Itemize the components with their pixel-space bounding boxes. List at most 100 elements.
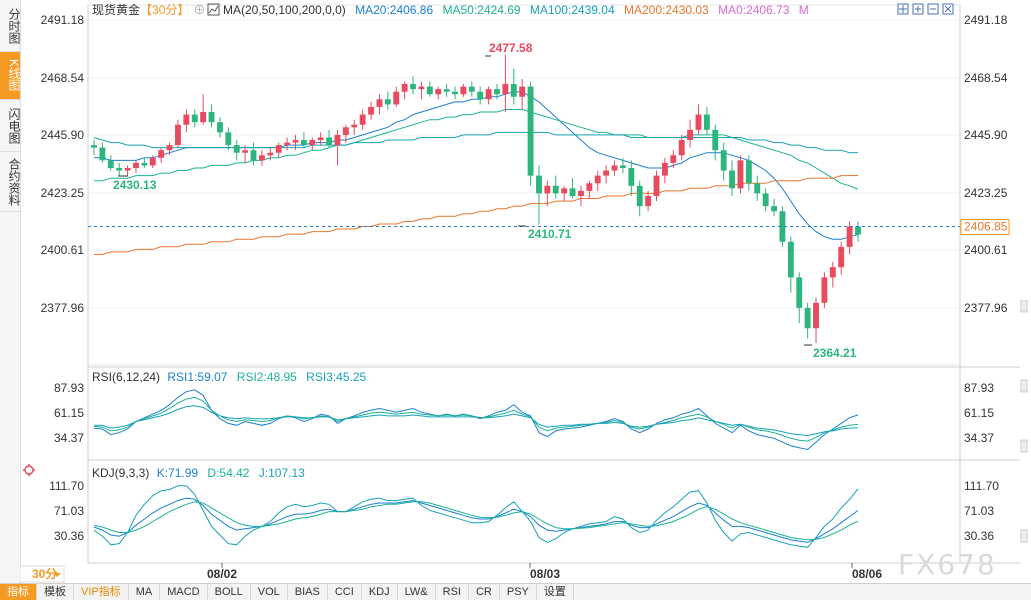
- candle-body: [376, 99, 383, 107]
- ma-legend-icon-line: [208, 5, 219, 14]
- candle-body: [494, 89, 500, 95]
- tab-lightning-chart[interactable]: 闪电图: [0, 100, 21, 152]
- side-scroll-icons: [1020, 300, 1028, 543]
- candle-body: [519, 86, 526, 97]
- candle-body: [628, 167, 635, 186]
- candle-body: [619, 165, 626, 168]
- candle-body: [787, 241, 794, 278]
- candle-body: [141, 162, 148, 166]
- scroll-button[interactable]: [1020, 529, 1028, 543]
- candle-body: [603, 170, 610, 176]
- candle-body: [586, 183, 593, 191]
- ma-legend-icon[interactable]: [207, 3, 220, 16]
- chevron-down-icon[interactable]: [53, 573, 61, 577]
- toolbar-vol[interactable]: VOL: [251, 584, 288, 600]
- candle-body: [368, 106, 374, 115]
- candle-body: [771, 206, 777, 212]
- scroll-button[interactable]: [1020, 439, 1028, 453]
- candle-body: [99, 147, 106, 161]
- candle-body: [384, 99, 391, 105]
- price-tick-right: 2400.61: [964, 243, 1008, 257]
- ma50-value: MA50:2424.69: [443, 3, 521, 17]
- move-icon[interactable]: [897, 3, 909, 15]
- ma-m-label: M: [799, 3, 809, 17]
- candle-body: [678, 140, 685, 156]
- instrument-name: 现货黄金: [92, 2, 140, 17]
- toolbar-indicators[interactable]: 指标: [0, 584, 37, 600]
- scroll-button[interactable]: [1020, 379, 1028, 393]
- candle-body: [485, 89, 492, 100]
- candle-body: [645, 195, 652, 207]
- candle-body: [611, 165, 618, 171]
- toolbar-kdj[interactable]: KDJ: [362, 584, 398, 600]
- candle-body: [426, 86, 433, 95]
- reset-icon[interactable]: [942, 3, 954, 15]
- toolbar-vip-indicators[interactable]: VIP指标: [74, 584, 129, 600]
- candle-body: [527, 86, 534, 176]
- toolbar-rsi[interactable]: RSI: [436, 584, 469, 600]
- rsi-tick: 61.15: [54, 406, 84, 420]
- legend-kdj: KDJ(9,3,3) K:71.99 D:54.42 J:107.13: [92, 466, 305, 480]
- candle-body: [258, 155, 265, 161]
- indicator-toolbar: 指标 模板 VIP指标 MA MACD BOLL VOL BIAS CCI KD…: [0, 583, 1031, 600]
- rsi-tick-right: 87.93: [964, 381, 994, 395]
- zoom-in-icon[interactable]: [912, 3, 924, 15]
- candle-body: [166, 145, 173, 151]
- rsi1-value: RSI1:59.07: [167, 370, 227, 384]
- candle-body: [267, 152, 274, 156]
- period-selector-label[interactable]: 30分: [32, 566, 57, 581]
- rsi3-value: RSI3:45.25: [306, 370, 366, 384]
- candle-body: [855, 226, 861, 235]
- toolbar-settings[interactable]: 设置: [537, 584, 574, 600]
- toolbar-cr[interactable]: CR: [469, 584, 500, 600]
- kline-chart[interactable]: 现货黄金【30分】 ⊕ MA(20,50,100,200,0,0) MA20:24…: [20, 0, 1031, 583]
- zoom-out-icon[interactable]: [927, 3, 939, 15]
- toolbar-bias[interactable]: BIAS: [288, 584, 328, 600]
- candle-body: [745, 160, 752, 184]
- legend-rsi: RSI(6,12,24) RSI1:59.07 RSI2:48.95 RSI3:…: [92, 370, 367, 384]
- toolbar-macd[interactable]: MACD: [160, 584, 208, 600]
- candle-body: [712, 129, 719, 151]
- kdj-lines: [93, 485, 859, 548]
- kdj-tick-right: 111.70: [964, 479, 999, 493]
- candle-body: [779, 211, 786, 242]
- candle-body: [594, 175, 601, 184]
- tab-contract-info[interactable]: 合约资料: [0, 152, 21, 212]
- chart-toolbar-icons: [897, 3, 954, 15]
- toolbar-lw[interactable]: LW&: [398, 584, 436, 600]
- kdj-k-value: K:71.99: [157, 466, 199, 480]
- candle-body: [687, 129, 694, 141]
- rsi2-line: [93, 396, 859, 442]
- toolbar-psy[interactable]: PSY: [500, 584, 537, 600]
- price-axis: 2491.18 2468.54 2445.90 2423.25 2400.61 …: [41, 13, 1008, 315]
- candle-body: [116, 167, 123, 171]
- toolbar-templates[interactable]: 模板: [37, 584, 74, 600]
- period-selector[interactable]: [20, 565, 65, 583]
- candles: [91, 54, 861, 343]
- price-tick: 2423.25: [41, 186, 85, 200]
- toolbar-ma[interactable]: MA: [129, 584, 161, 600]
- candle-body: [91, 145, 97, 148]
- date-label: 08/03: [530, 567, 560, 581]
- candle-body: [695, 114, 702, 130]
- settings-gear-icon[interactable]: [23, 464, 35, 476]
- date-label: 08/06: [852, 567, 882, 581]
- toolbar-cci[interactable]: CCI: [328, 584, 362, 600]
- toolbar-boll[interactable]: BOLL: [208, 584, 251, 600]
- tab-timeshare-chart[interactable]: 分时图: [0, 0, 21, 52]
- candle-body: [326, 137, 333, 146]
- candle-body: [754, 183, 761, 194]
- kdj-tick-right: 71.03: [964, 504, 994, 518]
- candle-body: [208, 112, 215, 123]
- tab-kline-chart[interactable]: K线图: [0, 52, 21, 100]
- rsi2-value: RSI2:48.95: [237, 370, 297, 384]
- candle-body: [317, 137, 324, 141]
- candle-body: [284, 142, 291, 146]
- scroll-button[interactable]: [1020, 300, 1028, 313]
- kdj-j-value: J:107.13: [259, 466, 305, 480]
- candle-body: [359, 114, 366, 125]
- candle-body: [452, 91, 458, 95]
- candle-body: [418, 86, 425, 90]
- annotation-low-right: 2364.21: [813, 346, 857, 360]
- candle-body: [351, 124, 358, 128]
